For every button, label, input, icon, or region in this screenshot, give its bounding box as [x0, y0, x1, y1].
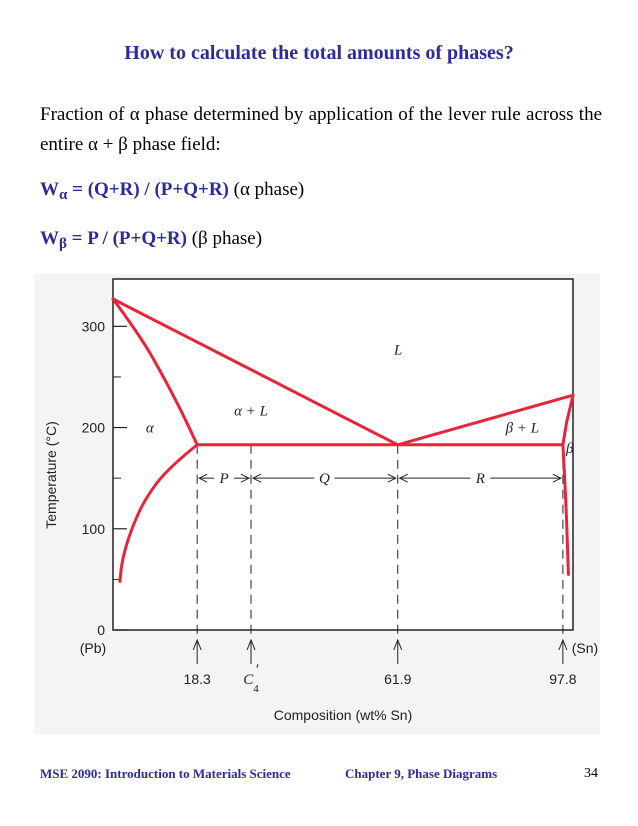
marker-arrow-head	[192, 638, 202, 651]
plot-frame	[112, 278, 574, 631]
marker-arrow-head	[393, 638, 403, 651]
lever-arrow-left	[251, 473, 262, 483]
formula-expression: = P / (P+Q+R)	[66, 228, 187, 249]
x-axis-label: Composition (wt% Sn)	[274, 707, 413, 723]
y-tick-label: 100	[82, 521, 106, 537]
phase-diagram-figure: 0 100 200 300 Temperature (°C) Composition (w…	[34, 274, 600, 734]
x-end-label-pb: (Pb)	[80, 640, 106, 656]
lever-segment-label-r: R	[475, 471, 485, 487]
y-tick-label: 200	[82, 420, 106, 436]
prime-mark: ′	[255, 662, 259, 678]
formula-expression: = (Q+R) / (P+Q+R)	[67, 179, 229, 200]
beta-fraction-formula: Wβ = P / (P+Q+R) (β phase)	[40, 228, 262, 253]
marker-arrow-head	[558, 638, 568, 651]
region-label-beta-liquid: β + L	[505, 421, 539, 437]
lever-arrow-right	[552, 473, 562, 483]
marker-label: 97.8	[549, 671, 576, 687]
lever-segment-label-p: P	[219, 471, 229, 487]
page-number: 34	[584, 766, 598, 781]
phase-boundary-2	[118, 443, 199, 583]
y-tick-label: 0	[97, 622, 105, 638]
x-end-label-sn: (Sn)	[572, 640, 598, 656]
chapter-name: Chapter 9, Phase Diagrams	[345, 766, 498, 781]
formula-w: W	[40, 228, 59, 249]
formula-w: W	[40, 179, 59, 200]
region-label-beta: β	[565, 441, 574, 457]
course-name: MSE 2090: Introduction to Materials Scie…	[40, 766, 291, 781]
phase-boundary-5	[561, 443, 570, 576]
phase-boundary-4	[561, 393, 575, 447]
y-axis-label: Temperature (°C)	[43, 421, 59, 529]
lever-rule-description: Fraction of α phase determined by applic…	[40, 104, 602, 155]
region-label-alpha-liquid: α + L	[234, 403, 268, 419]
lever-arrow-right	[240, 473, 251, 483]
region-label-liquid: L	[393, 343, 402, 359]
marker-label-c4: C4	[243, 672, 259, 695]
marker-label: 61.9	[384, 671, 411, 687]
slide-title: How to calculate the total amounts of ph…	[124, 42, 514, 64]
marker-label: 18.3	[184, 671, 211, 687]
region-label-alpha: α	[146, 421, 155, 437]
formula-note: (β phase)	[191, 228, 263, 249]
formula-sub: α	[59, 187, 68, 203]
lever-arrow-left	[198, 473, 208, 483]
formula-sub: β	[59, 236, 67, 252]
formula-note: (α phase)	[233, 179, 305, 200]
lever-arrow-right	[387, 473, 397, 483]
phase-boundary-1	[111, 297, 199, 447]
y-tick-label: 300	[82, 318, 106, 334]
alpha-fraction-formula: Wα = (Q+R) / (P+Q+R) (α phase)	[40, 179, 304, 204]
lever-segment-label-q: Q	[319, 471, 330, 487]
pb-sn-phase-diagram: 0 100 200 300 Temperature (°C) Composition (w…	[43, 278, 598, 723]
lever-arrow-left	[398, 473, 408, 483]
marker-arrow-head	[246, 638, 256, 651]
